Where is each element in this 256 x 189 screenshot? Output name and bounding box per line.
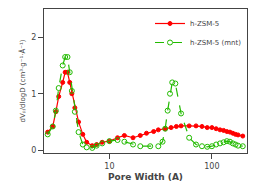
svg-text:0: 0 bbox=[31, 146, 36, 155]
svg-text:Pore Width (A): Pore Width (A) bbox=[108, 172, 183, 182]
svg-text:h-ZSM-5: h-ZSM-5 bbox=[190, 20, 219, 28]
svg-text:dVₚ/dlogD (cm³·g⁻¹·Å⁻¹): dVₚ/dlogD (cm³·g⁻¹·Å⁻¹) bbox=[18, 39, 27, 122]
svg-text:100: 100 bbox=[204, 162, 219, 171]
svg-text:1: 1 bbox=[31, 90, 36, 99]
svg-text:10: 10 bbox=[104, 162, 114, 171]
svg-text:2: 2 bbox=[31, 33, 36, 42]
svg-text:h-ZSM-5 (mnt): h-ZSM-5 (mnt) bbox=[190, 39, 241, 47]
